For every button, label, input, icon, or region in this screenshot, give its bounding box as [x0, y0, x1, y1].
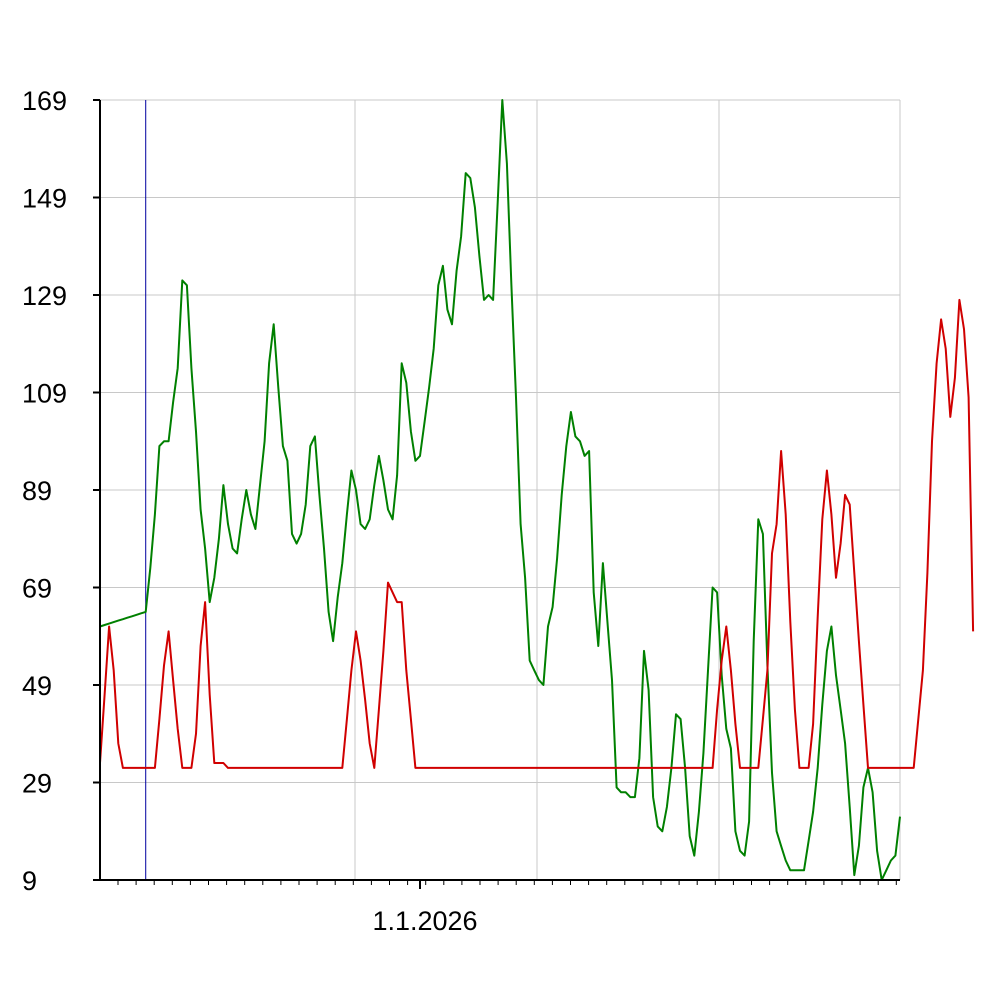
y-tick-label: 9 [22, 866, 37, 896]
y-tick-label: 109 [22, 379, 67, 409]
y-tick-label: 169 [22, 86, 67, 116]
x-tick-label: 1.1.2026 [372, 906, 477, 936]
series-group [99, 99, 975, 881]
y-axis-labels: 9 29 49 69 89 109 129 149 169 [22, 86, 67, 896]
axes [93, 99, 900, 889]
y-tick-label: 49 [22, 671, 52, 701]
y-tick-label: 29 [22, 769, 52, 799]
y-tick-label: 129 [22, 281, 67, 311]
y-tick-label: 149 [22, 184, 67, 214]
series-line-red [99, 298, 975, 769]
grid [100, 99, 901, 881]
y-tick-label: 69 [22, 574, 52, 604]
x-axis-labels: 1.1.2026 [372, 906, 477, 936]
series-line-green [99, 99, 901, 881]
y-tick-label: 89 [22, 476, 52, 506]
